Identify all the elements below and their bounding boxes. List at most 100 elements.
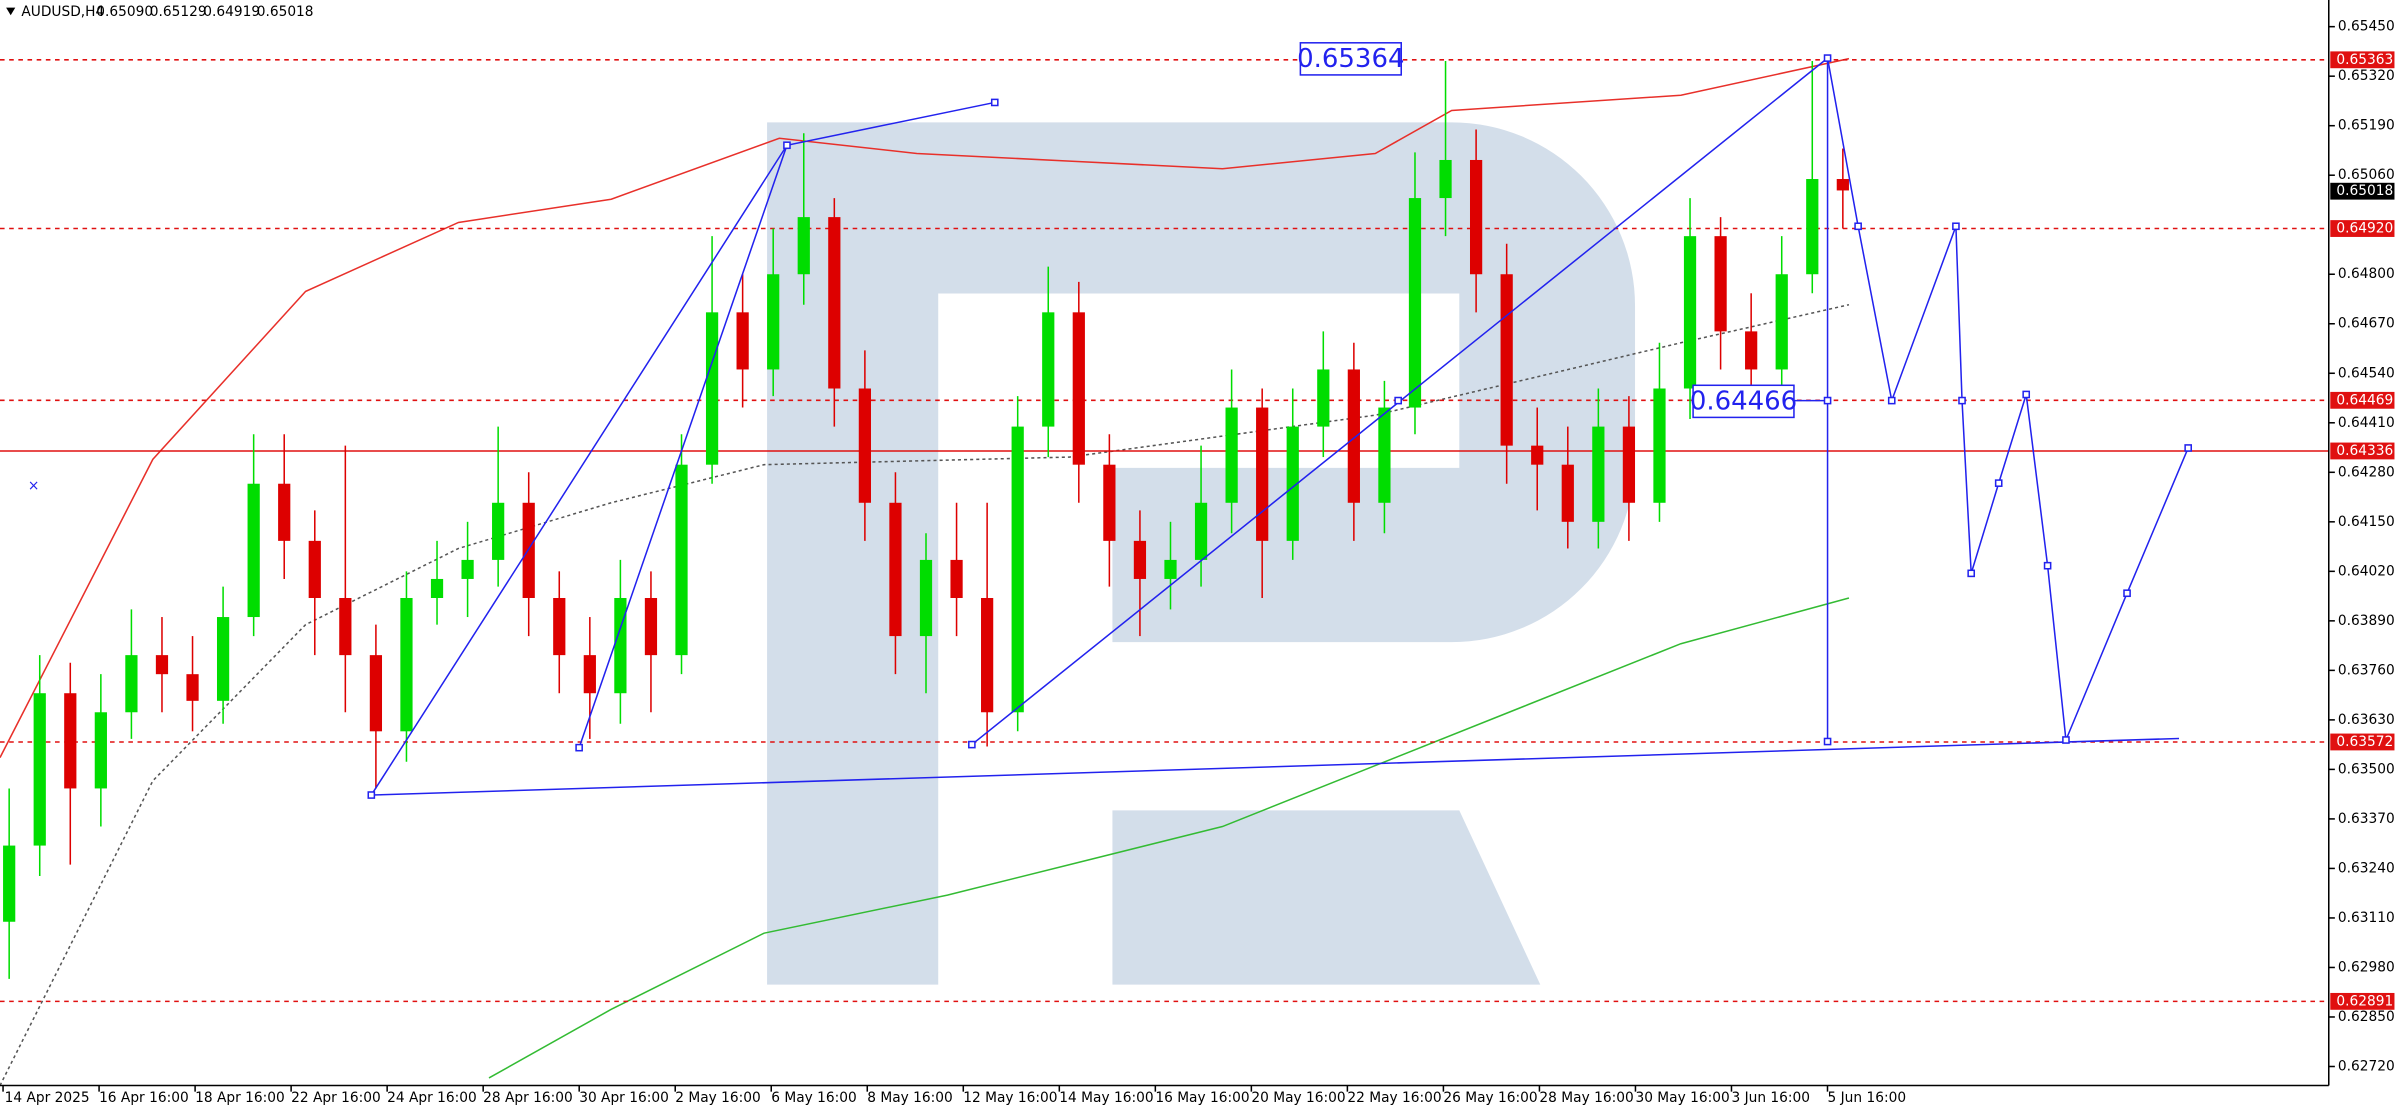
candle-body (3, 845, 16, 922)
y-tick-label: 0.64150 (2338, 514, 2395, 530)
annotation-label: 0.64466 (1690, 387, 1797, 417)
x-tick-label: 22 Apr 16:00 (291, 1090, 381, 1106)
candle-body (1439, 159, 1452, 199)
header-open: 0.65090 (96, 4, 153, 20)
level-label: 0.64469 (2336, 392, 2393, 408)
y-tick-label: 0.63630 (2338, 712, 2395, 728)
candle-body (828, 217, 841, 389)
y-tick-label: 0.63240 (2338, 860, 2395, 876)
x-tick-label: 6 May 16:00 (771, 1090, 857, 1106)
x-tick-label: 14 May 16:00 (1059, 1090, 1153, 1106)
x-tick-label: 8 May 16:00 (867, 1090, 953, 1106)
x-tick-label: 26 May 16:00 (1443, 1090, 1537, 1106)
candle-body (400, 597, 413, 732)
header-low: 0.64919 (203, 4, 260, 20)
y-tick-label: 0.64020 (2338, 563, 2395, 579)
y-tick-label: 0.64540 (2338, 365, 2395, 381)
level-label: 0.64920 (2336, 221, 2393, 237)
y-tick-label: 0.62720 (2338, 1058, 2395, 1074)
candle-body (981, 597, 994, 713)
candle-body (889, 502, 902, 637)
candle-body (308, 540, 321, 598)
candle-body (33, 693, 46, 846)
candle-body (1347, 369, 1360, 503)
candle-body (1653, 388, 1666, 503)
candle-body (1042, 312, 1055, 427)
trend-line (371, 737, 2180, 796)
x-tick-label: 18 Apr 16:00 (195, 1090, 285, 1106)
candle-body (644, 597, 658, 656)
indicator-line (488, 597, 1850, 1079)
level-tag (2330, 391, 2395, 409)
x-tick-label: 14 Apr 2025 (5, 1090, 90, 1106)
y-tick-label: 0.62980 (2338, 959, 2395, 975)
y-tick-label: 0.65320 (2338, 68, 2395, 84)
candle-body (919, 559, 933, 637)
x-tick-label: 22 May 16:00 (1347, 1090, 1441, 1106)
x-tick-label: 12 May 16:00 (963, 1090, 1057, 1106)
candle-body (1500, 274, 1513, 446)
candle-body (736, 312, 749, 370)
candle-body (1317, 369, 1330, 427)
indicator-line (0, 57, 1850, 758)
candle-body (583, 655, 596, 694)
candle-body (216, 617, 230, 701)
candle-body (1256, 407, 1269, 541)
candle-body (675, 464, 688, 656)
y-tick-label: 0.63500 (2338, 761, 2395, 777)
y-tick-label: 0.65450 (2338, 19, 2395, 35)
level-tag (2330, 442, 2395, 460)
candle-body (461, 559, 474, 579)
candle-body (1622, 426, 1636, 503)
menu-arrow (6, 7, 16, 16)
candle-body (186, 674, 199, 701)
x-tick-label: 30 Apr 16:00 (579, 1090, 669, 1106)
header-close: 0.65018 (257, 4, 314, 20)
symbol: AUDUSD,H4 (21, 4, 104, 20)
candle-body (1531, 445, 1544, 465)
candles (3, 60, 1849, 979)
level-tag (2330, 220, 2395, 237)
candle-body (1164, 559, 1177, 579)
x-tick-label: 28 May 16:00 (1539, 1090, 1633, 1106)
candle-body (247, 483, 260, 618)
candle-body (1011, 426, 1024, 713)
candle-body (1072, 312, 1085, 465)
marker: × (28, 478, 40, 494)
candle-body (155, 655, 169, 675)
y-tick-label: 0.63370 (2338, 811, 2395, 827)
candle-body (614, 597, 627, 694)
candle-body (430, 578, 444, 598)
candle-body (339, 597, 352, 656)
candle-body (369, 655, 383, 732)
y-tick-label: 0.65060 (2338, 167, 2395, 183)
x-tick-label: 3 Jun 16:00 (1731, 1090, 1810, 1106)
level-tag (2330, 992, 2395, 1010)
y-tick-label: 0.63760 (2338, 662, 2395, 678)
y-tick-label: 0.65190 (2338, 118, 2395, 134)
x-tick-label: 20 May 16:00 (1251, 1090, 1345, 1106)
candle-body (1775, 274, 1788, 370)
analysis-lines (367, 54, 2193, 799)
candle-body (1683, 236, 1697, 389)
candle-body (1561, 464, 1574, 522)
candle-body (1836, 179, 1849, 191)
candle-body (492, 502, 505, 560)
candle-body (858, 388, 871, 503)
x-tick-label: 30 May 16:00 (1635, 1090, 1729, 1106)
level-tag (2330, 733, 2395, 751)
candle-body (553, 597, 566, 656)
candle-body (1592, 426, 1605, 522)
candle-body (1408, 198, 1422, 408)
x-tick-label: 2 May 16:00 (675, 1090, 761, 1106)
x-tick-label: 28 Apr 16:00 (483, 1090, 573, 1106)
x-tick-label: 5 Jun 16:00 (1828, 1090, 1907, 1106)
annotation-box (1692, 384, 1795, 419)
candle-body (705, 312, 719, 465)
level-label: 0.62891 (2336, 993, 2393, 1009)
y-tick-label: 0.63890 (2338, 613, 2395, 629)
forecast-path (1826, 57, 2189, 741)
x-tick-label: 16 Apr 16:00 (99, 1090, 189, 1106)
candle-body (278, 483, 291, 541)
